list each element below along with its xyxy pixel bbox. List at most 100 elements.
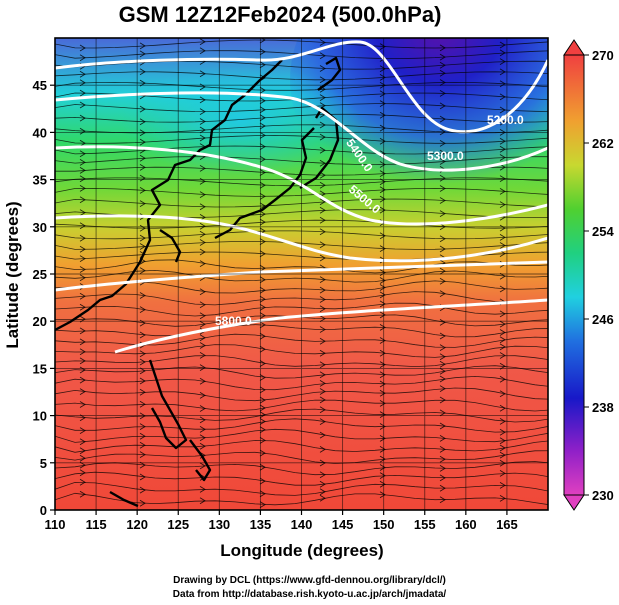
streamline-arrow (259, 477, 266, 485)
streamline-arrow (499, 80, 506, 88)
streamline-arrow (259, 501, 266, 508)
streamline-arrow (259, 97, 266, 105)
streamline-arrow (259, 295, 266, 303)
y-tick-label: 5 (40, 456, 47, 471)
streamline-arrow (199, 301, 206, 309)
streamline-arrow (139, 267, 146, 274)
streamline-arrow (79, 447, 86, 455)
streamline-arrow (199, 288, 206, 296)
streamline-arrow (199, 364, 206, 371)
streamline-arrow (439, 140, 446, 147)
streamline-arrow (379, 195, 386, 203)
streamline-arrow (379, 269, 386, 276)
streamline-arrow (319, 305, 326, 313)
streamline-arrow (499, 470, 506, 477)
y-tick-label: 0 (40, 503, 47, 518)
streamline-arrow (319, 94, 326, 101)
streamline-arrow (259, 426, 266, 434)
streamline-arrow (499, 242, 506, 249)
streamline-arrow (319, 349, 326, 357)
streamline-arrow (319, 361, 326, 369)
streamline-arrow (79, 167, 86, 174)
streamline-arrow (319, 121, 326, 129)
streamline-arrow (259, 193, 266, 200)
streamline-arrow (319, 181, 326, 189)
streamline-arrow (379, 435, 386, 442)
streamline-arrow (259, 61, 266, 69)
streamline (55, 103, 548, 113)
streamline-arrow (319, 371, 326, 379)
streamline-arrow (319, 76, 326, 84)
y-tick-label: 45 (33, 78, 47, 93)
streamline-arrow (319, 52, 326, 60)
streamline-arrow (319, 380, 326, 387)
streamline-arrow (79, 222, 86, 230)
streamline-arrow (319, 388, 326, 395)
streamline-arrow (259, 264, 266, 272)
streamline-arrow (439, 360, 446, 368)
streamline-arrow (259, 312, 266, 319)
streamline-arrow (379, 423, 386, 430)
streamline-arrow (379, 324, 386, 331)
streamline-arrow (79, 303, 86, 311)
streamline-arrow (379, 455, 386, 463)
streamline-arrow (379, 245, 386, 252)
streamline-arrow (499, 390, 506, 398)
y-tick-label: 40 (33, 125, 47, 140)
streamline-arrow (319, 286, 326, 294)
streamline-arrow (379, 411, 386, 418)
streamline-arrow (319, 406, 326, 414)
streamline-arrow (319, 254, 326, 262)
streamline-arrow (139, 118, 146, 126)
streamline-arrow (379, 291, 386, 299)
streamline-arrow (199, 416, 206, 424)
streamline-arrow (439, 319, 446, 326)
streamline-arrow (139, 105, 146, 113)
streamline-arrow (379, 65, 386, 73)
streamline-arrow (259, 418, 266, 425)
colorbar: 230 238 246 254 262 270 (563, 39, 614, 511)
streamline-arrow (499, 68, 506, 76)
streamline-arrow (79, 127, 86, 135)
streamline-arrow (379, 480, 386, 488)
streamline-arrow (499, 444, 506, 452)
streamline-arrow (79, 478, 86, 486)
streamline-arrow (79, 196, 86, 204)
streamline-arrow (379, 170, 386, 177)
streamline (55, 219, 548, 229)
streamline-arrow (199, 462, 206, 470)
streamline-arrow (379, 311, 386, 319)
streamline-arrow (319, 337, 326, 345)
streamline-arrow (439, 267, 446, 275)
streamline-arrow (199, 47, 206, 55)
streamline-arrow (379, 472, 386, 479)
streamline (55, 291, 548, 306)
streamline-arrow (319, 206, 326, 214)
streamline-arrow (439, 353, 446, 361)
streamline-arrow (319, 39, 326, 46)
contour-label-5200: 5200.0 (487, 113, 524, 127)
streamline (55, 198, 548, 208)
streamline-arrow (319, 446, 326, 453)
streamline-arrow (319, 241, 326, 249)
streamline-arrow (79, 150, 86, 158)
streamline (55, 408, 548, 423)
streamline-arrow (259, 411, 266, 419)
streamline-arrow (259, 490, 266, 498)
x-tick-label: 160 (455, 517, 477, 532)
streamline-arrow (199, 134, 206, 142)
streamline (55, 440, 548, 453)
chart-title: GSM 12Z12Feb2024 (500.0hPa) (118, 2, 442, 27)
colorbar-bottom-cap (563, 494, 585, 511)
streamline-arrow (439, 277, 446, 285)
streamline-arrow (439, 149, 446, 157)
y-tick-label: 30 (33, 220, 47, 235)
colorbar-tick-label: 230 (592, 488, 614, 503)
streamline-arrow (199, 426, 206, 433)
streamline-arrow (439, 185, 446, 192)
streamline-arrow (499, 375, 506, 383)
streamline-arrow (499, 404, 506, 412)
streamline-arrow (139, 224, 146, 232)
streamline-arrow (79, 101, 86, 109)
streamline (55, 240, 548, 250)
